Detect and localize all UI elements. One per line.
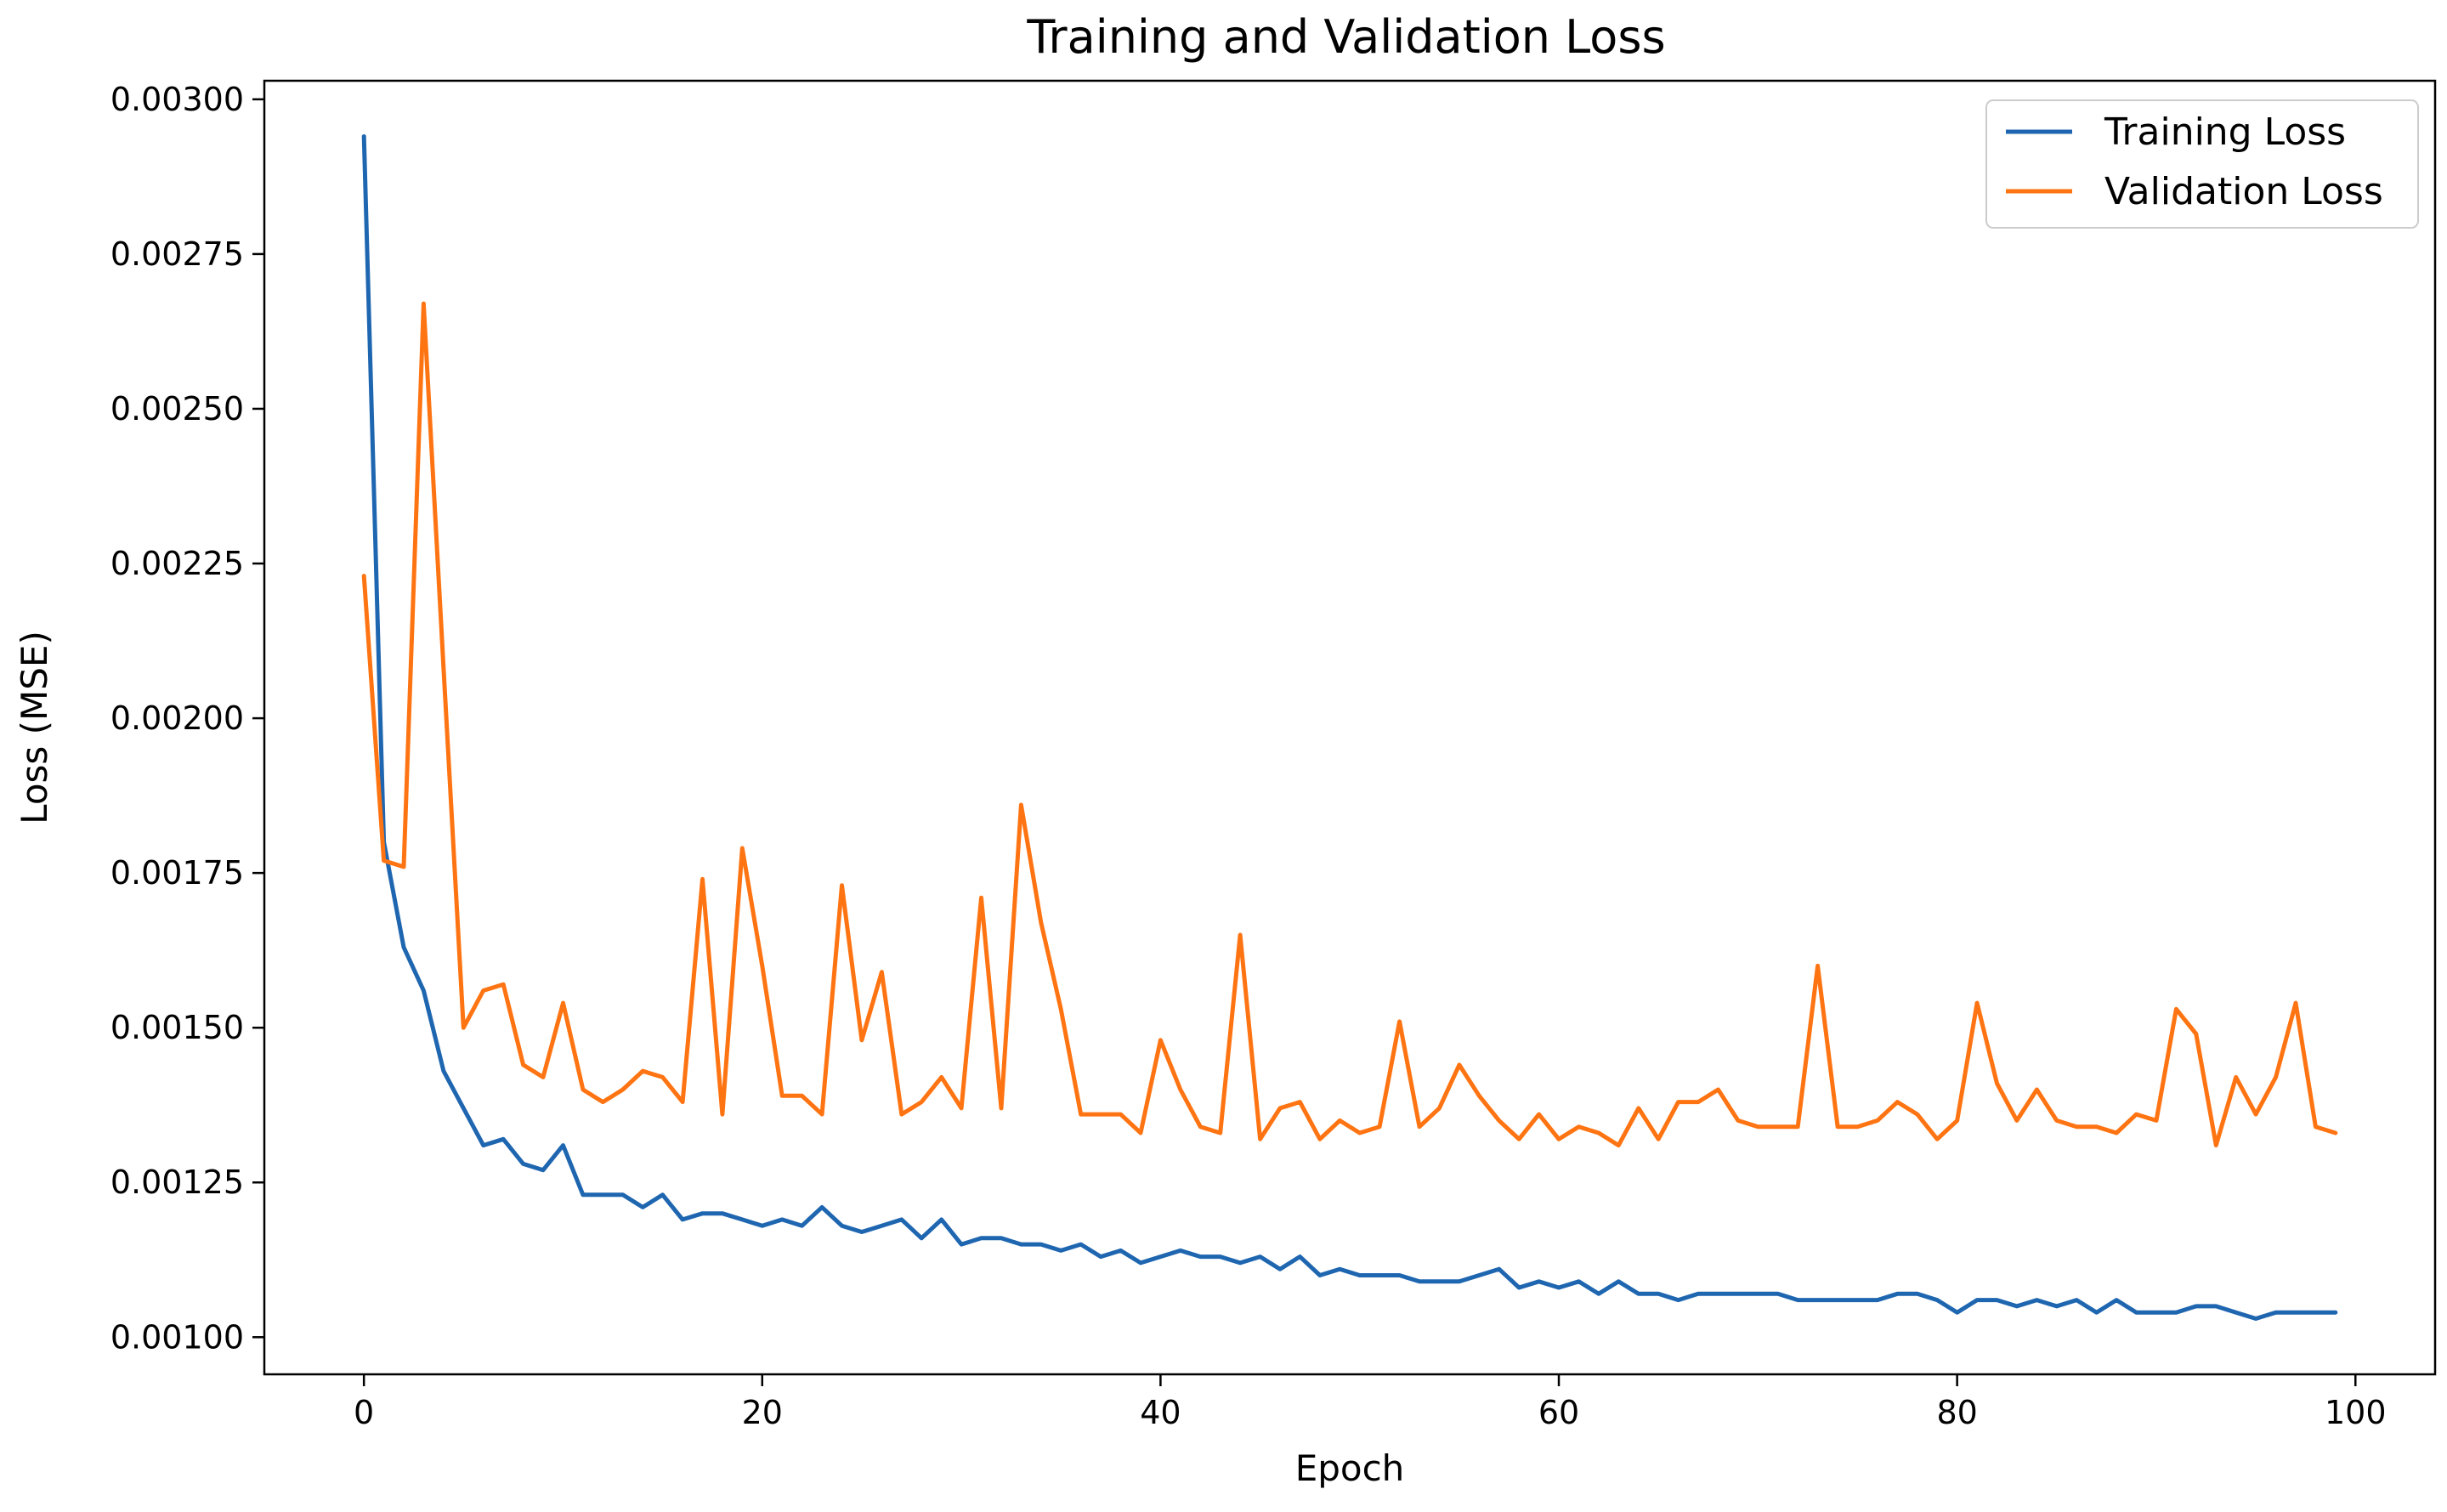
x-tick-label: 60 <box>1538 1394 1579 1431</box>
x-tick-label: 20 <box>742 1394 783 1431</box>
x-tick-label: 40 <box>1140 1394 1181 1431</box>
x-tick-label: 100 <box>2325 1394 2387 1431</box>
y-tick-label: 0.00200 <box>110 699 244 737</box>
x-axis-ticks: 0 20 40 60 80 100 <box>354 1374 2387 1431</box>
y-tick-label: 0.00100 <box>110 1318 244 1356</box>
x-tick-label: 0 <box>354 1394 374 1431</box>
y-tick-label: 0.00250 <box>110 390 244 428</box>
y-tick-label: 0.00175 <box>110 854 244 892</box>
legend: Training Loss Validation Loss <box>1985 99 2419 229</box>
y-axis-ticks: 0.00100 0.00125 0.00150 0.00175 0.00200 0.002… <box>110 81 264 1356</box>
legend-label-validation: Validation Loss <box>2104 170 2383 213</box>
series-line-training-loss <box>361 134 2338 1321</box>
chart-title: Training and Validation Loss <box>1026 10 1665 64</box>
legend-box <box>1985 99 2419 229</box>
x-axis-label: Epoch <box>1295 1447 1405 1489</box>
series-layer <box>361 134 2338 1321</box>
y-tick-label: 0.00225 <box>110 545 244 582</box>
plot-frame <box>263 79 2437 1376</box>
legend-label-training: Training Loss <box>2104 110 2346 154</box>
y-tick-label: 0.00125 <box>110 1164 244 1201</box>
x-tick-label: 80 <box>1936 1394 1977 1431</box>
y-tick-label: 0.00150 <box>110 1009 244 1046</box>
y-tick-label: 0.00300 <box>110 81 244 118</box>
y-tick-label: 0.00275 <box>110 235 244 273</box>
series-line-validation-loss <box>361 301 2338 1148</box>
plot-area <box>263 79 2437 1376</box>
y-axis-label: Loss (MSE) <box>14 631 55 824</box>
